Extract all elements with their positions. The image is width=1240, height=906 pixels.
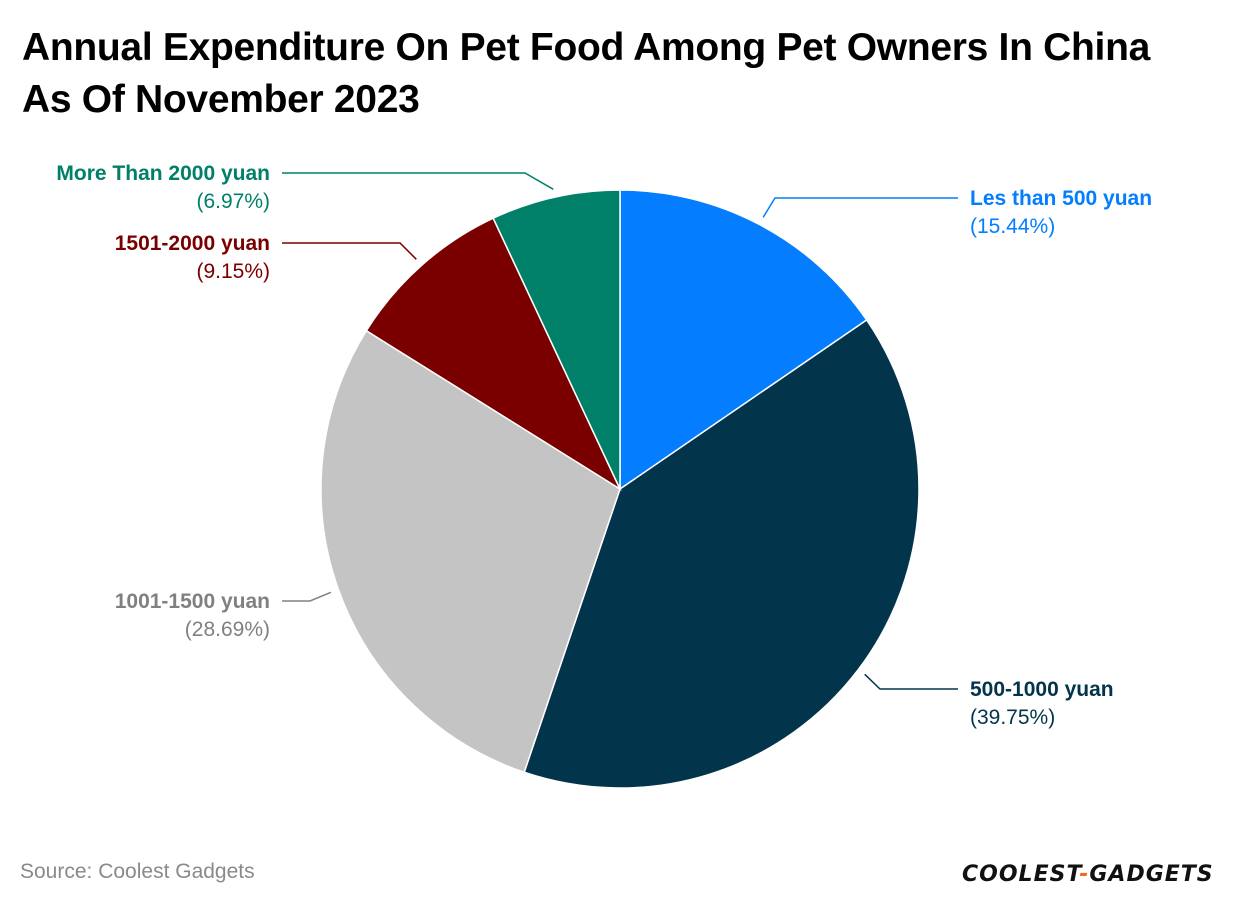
logo-dash: -: [1079, 862, 1090, 887]
logo-text-left: COOLEST: [962, 862, 1080, 887]
pie-slice-500-1000-yuan: [523, 318, 920, 789]
leader-line-more-than-2000-yuan: [282, 172, 554, 190]
chart-title: Annual Expenditure On Pet Food Among Pet…: [22, 26, 1150, 121]
leader-line-1501-2000-yuan: [282, 242, 417, 260]
slice-label-1501-2000-yuan: 1501-2000 yuan: [115, 232, 270, 255]
slice-label-les-than-500-yuan: Les than 500 yuan: [970, 187, 1152, 210]
slice-value-more-than-2000-yuan: (6.97%): [196, 190, 270, 213]
brand-logo: COOLEST-GADGETS: [962, 862, 1214, 887]
slice-label-more-than-2000-yuan: More Than 2000 yuan: [56, 162, 270, 185]
slice-value-les-than-500-yuan: (15.44%): [970, 215, 1055, 238]
slice-value-1001-1500-yuan: (28.69%): [185, 618, 270, 641]
slice-value-500-1000-yuan: (39.75%): [970, 706, 1055, 729]
pie-slice-1001-1500-yuan: [320, 329, 621, 774]
leader-line-1001-1500-yuan: [282, 591, 332, 602]
logo-text-right: GADGETS: [1089, 862, 1214, 887]
pie-slice-les-than-500-yuan: [619, 189, 868, 491]
slice-value-1501-2000-yuan: (9.15%): [196, 260, 270, 283]
source-note: Source: Coolest Gadgets: [20, 860, 255, 883]
slice-label-1001-1500-yuan: 1001-1500 yuan: [115, 590, 270, 613]
pie-slice-1501-2000-yuan: [365, 217, 622, 491]
leader-line-500-1000-yuan: [864, 673, 958, 690]
leader-line-les-than-500-yuan: [762, 197, 958, 218]
slice-label-500-1000-yuan: 500-1000 yuan: [970, 678, 1114, 701]
pie-slice-more-than-2000-yuan: [492, 189, 621, 490]
